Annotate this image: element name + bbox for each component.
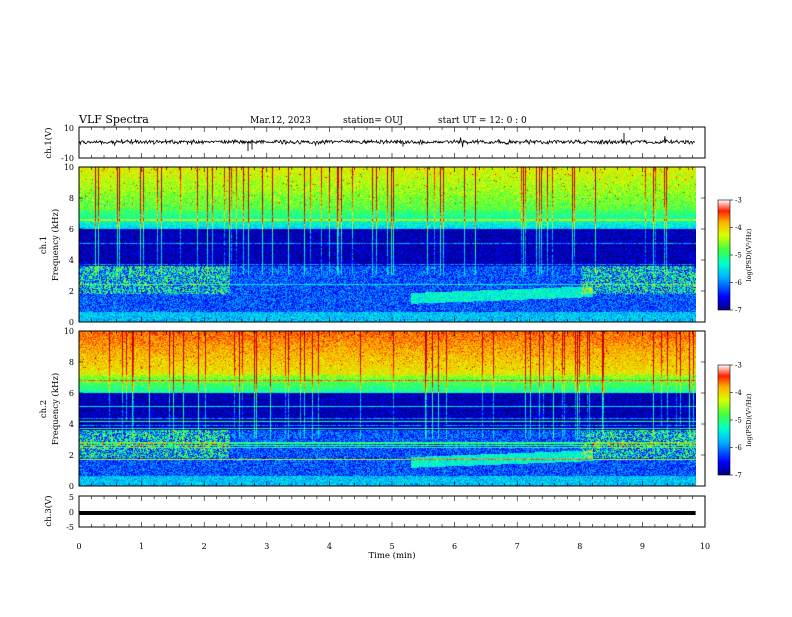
ch3-ytick-top: 5 (69, 493, 74, 502)
colorbar-tick-label--5: -5 (735, 252, 742, 260)
ch3-ytick-bottom: -5 (66, 523, 74, 532)
x-tick-label-1: 1 (139, 542, 144, 551)
freq-tick-label-2: 2 (69, 451, 74, 460)
x-tick-label-7: 7 (515, 542, 520, 551)
x-tick-label-2: 2 (202, 542, 207, 551)
figure-start-time: start UT = 12: 0 : 0 (438, 116, 527, 126)
ch2-spectrogram-ylabel-channel: ch.2 (39, 400, 49, 418)
colorbar-tick-label--6: -6 (735, 444, 742, 452)
x-axis-label: Time (min) (368, 550, 415, 561)
freq-tick-label-8: 8 (69, 358, 74, 367)
ch1-spectrogram-image (79, 167, 696, 322)
freq-tick-label-10: 10 (64, 327, 74, 336)
ch3-ytick-mid: 0 (69, 508, 74, 517)
freq-tick-label-4: 4 (69, 256, 74, 265)
panel-ch3-waveform: 5 0 -5 ch.3(V) (43, 493, 706, 532)
ch1-waveform-ylabel: ch.1(V) (43, 127, 54, 158)
ch2-spectrogram-ylabel-frequency: Frequency (kHz) (50, 373, 61, 445)
ch3-waveform-ylabel: ch.3(V) (43, 495, 54, 526)
freq-tick-label-8: 8 (69, 194, 74, 203)
x-tick-label-10: 10 (700, 542, 710, 551)
colorbar-tick-label--7: -7 (735, 472, 742, 480)
figure-date: Mar.12, 2023 (250, 116, 311, 126)
panel-ch1-waveform: 10 -10 ch.1(V) (43, 124, 706, 163)
x-tick-label-0: 0 (76, 542, 81, 551)
colorbar-tick-label--5: -5 (735, 417, 742, 425)
ch1-spectrogram-ylabel-channel: ch.1 (39, 236, 49, 254)
colorbar-tick-label--4: -4 (735, 224, 742, 232)
ch1-ytick-top: 10 (64, 124, 74, 133)
ch1-spectrogram-ylabel-frequency: Frequency (kHz) (50, 209, 61, 281)
ch1-colorbar (717, 199, 731, 311)
colorbar-tick-label--6: -6 (735, 279, 742, 287)
colorbar-tick-label--3: -3 (735, 362, 742, 370)
x-tick-label-9: 9 (640, 542, 645, 551)
x-tick-label-6: 6 (452, 542, 457, 551)
colorbar-tick-label--3: -3 (735, 197, 742, 205)
colorbar-tick-label--7: -7 (735, 307, 742, 315)
figure-title: VLF Spectra (78, 113, 149, 126)
colorbar-tick-label--4: -4 (735, 389, 742, 397)
ch1-colorbar-label: log(PSD)(V²/Hz) (745, 228, 753, 281)
ch2-colorbar-label: log(PSD)(V²/Hz) (745, 393, 753, 446)
x-tick-label-4: 4 (327, 542, 332, 551)
x-tick-label-3: 3 (264, 542, 269, 551)
freq-tick-label-6: 6 (69, 389, 74, 398)
figure-station: station= OUJ (343, 116, 403, 126)
freq-tick-label-6: 6 (69, 225, 74, 234)
freq-tick-label-4: 4 (69, 420, 74, 429)
ch2-colorbar (717, 364, 731, 476)
ch1-waveform-path (79, 136, 696, 148)
ch2-spectrogram-image (79, 331, 696, 486)
freq-tick-label-0: 0 (69, 482, 74, 491)
ch1-ytick-bottom: -10 (61, 154, 74, 163)
freq-tick-label-10: 10 (64, 163, 74, 172)
freq-tick-label-2: 2 (69, 287, 74, 296)
ch1-waveform-trace (79, 133, 696, 151)
x-axis-tick-labels: 0 1 2 3 4 5 6 7 8 9 10 (76, 542, 710, 551)
x-tick-label-8: 8 (577, 542, 582, 551)
freq-tick-label-0: 0 (69, 318, 74, 327)
x-tick-label-5: 5 (389, 542, 394, 551)
